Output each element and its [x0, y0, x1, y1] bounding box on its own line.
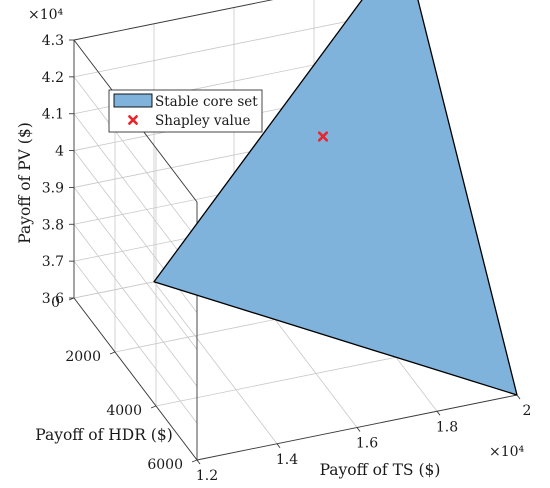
y-axis-tick [150, 405, 157, 409]
x-axis-tick [436, 410, 441, 416]
y-axis-tick [191, 459, 198, 463]
x-tick-label: 1.8 [436, 419, 458, 435]
z-tick-label: 4 [55, 144, 64, 160]
z-axis-title: Payoff of PV ($) [16, 122, 34, 244]
axis-box-edge [73, 0, 274, 41]
grid-line-left-wall-pv [73, 224, 198, 387]
legend-label-shapley: Shapley value [155, 113, 251, 129]
z-tick-label: 4.1 [42, 107, 64, 123]
x-axis-title: Payoff of TS ($) [320, 461, 441, 479]
x-axis-tick [356, 427, 361, 432]
grid-line-back-wall-pv [73, 11, 395, 78]
y-axis-tick [109, 351, 116, 355]
grid-line-floor-ts [153, 281, 278, 444]
y-tick-label: 4000 [106, 403, 142, 419]
grid-line-left-wall-pv [73, 187, 198, 350]
legend-marker-shapley [128, 115, 138, 125]
core-set-polygon [153, 0, 518, 396]
y-axis-title: Payoff of HDR ($) [35, 426, 173, 444]
x-axis-tick [276, 443, 281, 449]
z-tick-label: 3.6 [42, 291, 64, 307]
z-tick-label: 3.7 [42, 254, 64, 270]
legend-label-core-set: Stable core set [155, 94, 258, 110]
x-tick-label: 1.6 [356, 436, 378, 452]
x-axis-tick [516, 394, 521, 400]
y-tick-label: 0 [51, 295, 60, 311]
axis-box-edge [73, 297, 198, 461]
y-tick-label: 6000 [147, 457, 183, 473]
x-tick-label: 1.2 [196, 468, 218, 484]
x-axis-multiplier: ×10⁴ [489, 444, 525, 460]
grid-line-left-wall-pv [73, 113, 198, 276]
z-tick-label: 3.8 [42, 217, 64, 233]
x-axis-tick [196, 459, 201, 465]
grid-line-left-wall-pv [73, 260, 198, 424]
grid-line-left-wall-pv [73, 76, 198, 240]
y-tick-label: 2000 [65, 349, 101, 365]
z-axis-multiplier: ×10⁴ [28, 7, 64, 23]
legend-swatch-core-set [113, 93, 153, 108]
z-tick-label: 3.9 [42, 180, 64, 196]
x-tick-label: 1.4 [276, 452, 298, 468]
shapley-value-marker [317, 131, 329, 142]
data-layer [153, 0, 518, 396]
z-tick-label: 4.2 [42, 70, 64, 86]
x-tick-label: 2 [523, 403, 532, 419]
legend: Stable core set Shapley value [108, 89, 263, 133]
z-tick-label: 4.3 [42, 33, 64, 49]
tick-layer: 1.2 1.4 1.6 1.8 2 0 2000 4000 6000 3.6 3.7 3.8 3.9 4 4… [42, 33, 532, 484]
